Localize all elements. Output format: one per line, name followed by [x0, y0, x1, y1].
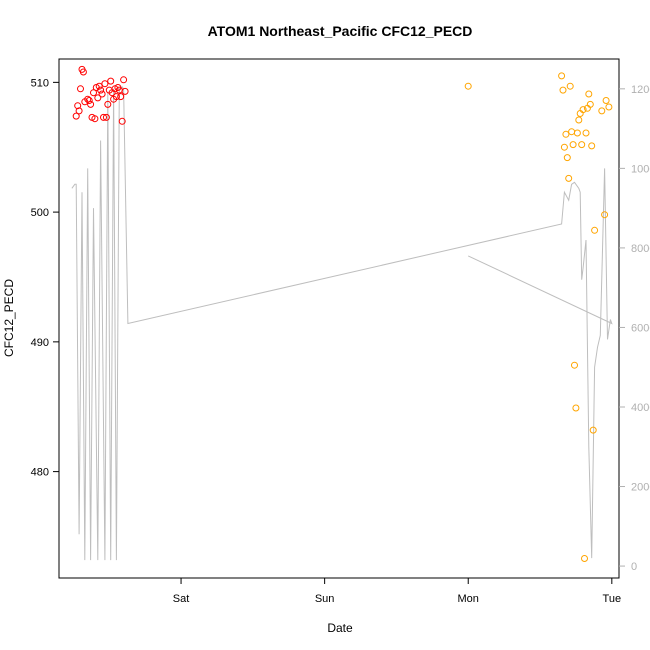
y-tick-label: 510 — [31, 77, 49, 89]
data-point — [464, 82, 472, 90]
secondary-line — [71, 86, 613, 561]
data-point — [566, 82, 574, 90]
data-point — [104, 100, 112, 108]
data-point — [578, 141, 586, 149]
data-point — [605, 103, 613, 111]
y-tick-label: 500 — [31, 207, 49, 219]
data-point — [575, 116, 583, 124]
data-point — [560, 143, 568, 151]
data-point — [582, 129, 590, 137]
y2-tick-label: 6000 — [631, 322, 650, 334]
data-point — [100, 113, 107, 121]
data-point — [562, 130, 570, 138]
data-point — [589, 426, 597, 434]
data-point — [87, 100, 95, 108]
axes-layer: Sat Sun Mon Tue 480 490 500 510 0 2000 4000 6000 800… — [31, 77, 650, 605]
y2-tick-label: 2000 — [631, 482, 650, 494]
data-point — [591, 226, 599, 234]
data-point — [581, 555, 588, 562]
chart-title: ATOM1 Northeast_Pacific CFC12_PECD — [208, 23, 473, 39]
data-point — [588, 142, 596, 150]
data-point — [118, 117, 126, 125]
data-point — [602, 97, 610, 104]
data-point — [117, 93, 125, 101]
y-tick-label: 490 — [31, 337, 49, 349]
x-tick-label: Mon — [458, 593, 479, 605]
data-point — [84, 95, 92, 103]
data-point — [573, 129, 581, 137]
data-point — [565, 174, 573, 182]
data-point — [97, 86, 105, 94]
y2-tick-label: 12000 — [631, 84, 650, 96]
data-point — [75, 107, 83, 115]
data-point — [563, 154, 571, 162]
data-point — [598, 107, 606, 115]
x-tick-label: Tue — [603, 593, 622, 605]
data-point — [579, 106, 587, 114]
x-tick-label: Sat — [173, 593, 190, 605]
y2-tick-label: 0 — [631, 561, 637, 573]
points-layer — [72, 65, 613, 562]
data-point — [91, 115, 99, 123]
data-point — [559, 86, 567, 94]
y2-tick-label: 8000 — [631, 243, 650, 255]
data-point — [107, 77, 115, 85]
x-axis-label: Date — [327, 621, 353, 635]
data-point — [572, 404, 580, 412]
data-point — [112, 93, 120, 101]
data-point — [558, 72, 566, 80]
data-point — [571, 361, 578, 369]
y2-tick-label: 4000 — [631, 402, 650, 414]
y-tick-label: 480 — [31, 467, 49, 479]
y-axis-label: CFC12_PECD — [2, 279, 16, 357]
data-point — [85, 97, 93, 104]
data-point — [79, 68, 87, 76]
data-point — [74, 102, 82, 110]
data-point — [98, 90, 106, 98]
data-point — [72, 112, 80, 120]
data-point — [95, 82, 103, 90]
secondary-line-layer — [71, 86, 613, 561]
data-point — [120, 76, 128, 84]
data-point — [102, 113, 110, 121]
data-point — [101, 80, 109, 88]
y2-tick-label: 10000 — [631, 163, 650, 175]
data-point — [585, 90, 593, 98]
data-point — [77, 85, 84, 93]
data-point — [90, 89, 97, 97]
x-tick-label: Sun — [315, 593, 335, 605]
data-point — [94, 94, 102, 102]
data-point — [586, 100, 594, 108]
data-point — [569, 141, 577, 149]
plot-frame — [58, 58, 620, 579]
data-point — [121, 87, 129, 95]
data-point — [601, 211, 609, 219]
